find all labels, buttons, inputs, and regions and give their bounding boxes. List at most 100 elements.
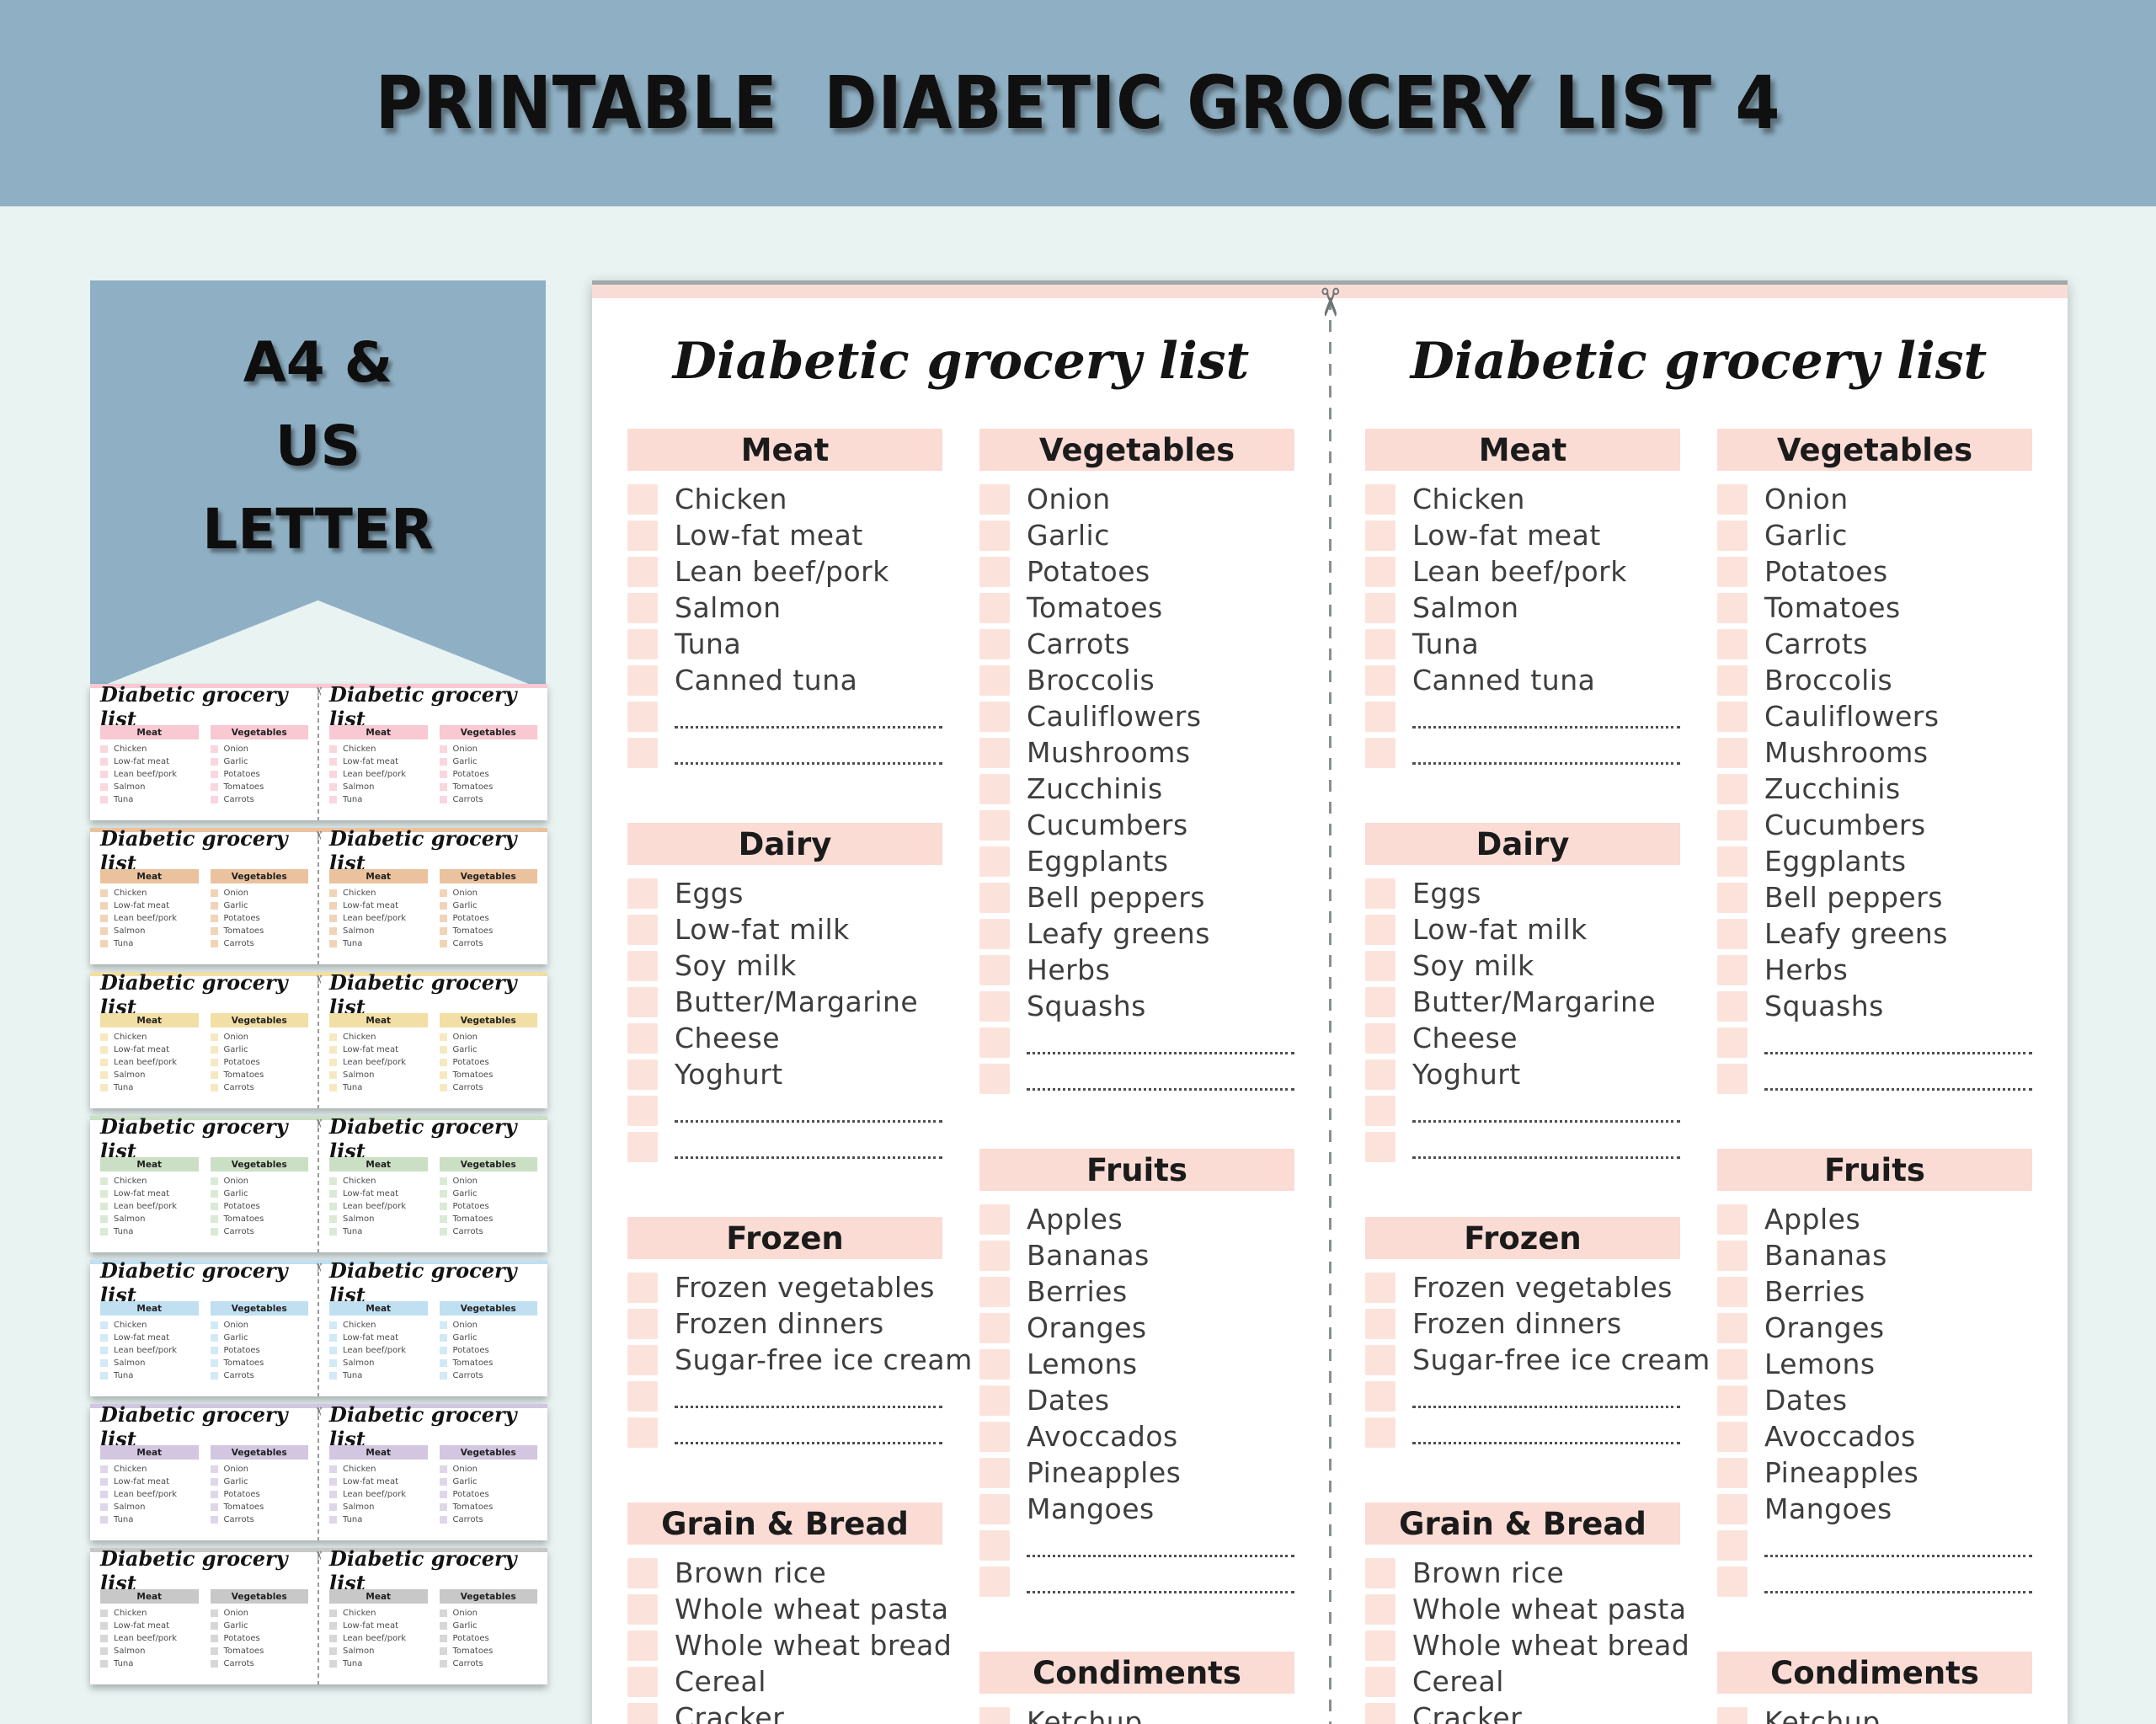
thumbnail-half: Diabetic grocery list Meat Vegetables Chick… [319,1404,547,1526]
thumbnail-column: Onion Garlic Potatoes Tomatoes Carrots [210,1175,309,1238]
item-checkbox [1717,556,1748,587]
thumbnail-section-header: Meat [329,1157,428,1172]
thumbnail-item-label: Lean beef/pork [114,1634,178,1643]
thumbnail-item: Carrots [210,937,309,950]
thumbnail-checkbox [439,783,447,791]
thumbnail-item: Potatoes [210,768,309,781]
list-item: Cheese [627,1020,942,1056]
thumbnail-checkbox [439,1321,447,1329]
item-checkbox [627,520,658,551]
thumbnail-checkbox [329,1372,337,1380]
item-checkbox [1717,1348,1748,1380]
thumbnail-item: Potatoes [439,1200,538,1213]
thumbnail-half: Diabetic grocery list Meat Vegetables Chick… [319,1548,547,1670]
thumbnail-item-label: Potatoes [452,1346,489,1355]
item-checkbox [1717,592,1748,623]
thumbnail-item: Lean beef/pork [329,912,428,925]
thumbnail-item-label: Carrots [223,1227,254,1236]
thumbnail-section-headers: Meat Vegetables [329,1589,537,1604]
thumbnail-item-label: Potatoes [452,1202,489,1211]
thumbnail-item-label: Garlic [223,1189,248,1198]
thumbnail-item-label: Chicken [343,1321,376,1330]
top-banner: PRINTABLE DIABETIC GROCERY LIST 4 [0,0,2156,206]
thumbnail-item: Chicken [329,1031,428,1043]
thumbnail-item: Salmon [329,925,428,937]
thumbnail-item: Lean beef/pork [329,1488,428,1501]
thumbnail-title: Diabetic grocery list [329,828,517,875]
item-label: Garlic [1764,519,1848,552]
thumbnail-item-label: Onion [223,889,248,898]
thumbnail-item-label: Garlic [223,757,248,766]
item-label: Yoghurt [1412,1058,1521,1091]
thumbnail-checkbox [210,940,218,947]
thumbnail-item: Salmon [100,1069,199,1081]
item-label: Pineapples [1027,1456,1182,1489]
list-item: Mushrooms [979,734,1294,771]
size-ribbon: A4 & US LETTER [90,280,546,691]
thumbnail-column: Chicken Low-fat meat Lean beef/pork Salmon T… [329,887,428,950]
item-checkbox [1717,1421,1748,1452]
thumbnail-item-label: Tuna [114,1227,134,1236]
list-item: Cucumbers [1717,807,2032,843]
item-label: Cheese [1412,1022,1518,1054]
item-label: Low-fat milk [1412,913,1588,946]
thumbnail-item-label: Potatoes [223,1058,260,1067]
item-label: Cereal [1412,1665,1504,1698]
section-header: Frozen [1365,1217,1680,1259]
thumbnail-checkbox [439,1503,447,1511]
thumbnail-checkbox [100,1660,108,1668]
thumbnail-item-label: Chicken [114,889,147,898]
blank-row [1717,1527,2032,1563]
thumbnail-checkbox [439,1059,447,1066]
thumbnail-checkbox [210,1609,218,1617]
thumbnail-checkbox [210,1046,218,1054]
thumbnail-checkbox [329,1215,337,1223]
item-label: Yoghurt [675,1058,783,1091]
item-label: Lemons [1027,1348,1138,1380]
thumbnail-item: Potatoes [439,1056,538,1069]
thumbnail-section-header: Meat [329,725,428,739]
thumbnail-item: Tuna [100,1513,199,1526]
item-checkbox [979,665,1010,696]
thumbnail-half: Diabetic grocery list Meat Vegetables Chick… [90,828,318,950]
thumbnail-item-label: Potatoes [452,770,489,779]
thumbnail-item: Lean beef/pork [100,1632,199,1645]
list-item: Cereal [627,1663,942,1700]
section-header: Grain & Bread [627,1502,942,1545]
thumbnail-checkbox [210,1635,218,1642]
thumbnail-item: Tomatoes [439,1213,538,1225]
item-label: Frozen vegetables [675,1271,935,1304]
thumbnail-checkbox [100,1203,108,1210]
item-label: Potatoes [1764,555,1888,588]
thumbnail-checkbox [210,1372,218,1380]
list-columns: Meat Chicken Low-fat meat Lean beef/pork Sal… [1330,424,2068,1724]
thumbnail-section-header: Vegetables [439,1301,537,1316]
thumbnail-checkbox [329,1228,337,1236]
thumbnail-checkbox [439,1647,447,1655]
thumbnail-item: Onion [439,1607,538,1620]
list-item: Leafy greens [1717,915,2032,952]
thumbnail-item: Carrots [439,1657,538,1670]
thumbnail-section-header: Vegetables [439,1589,537,1604]
list-item: Ketchup [1717,1704,2032,1724]
list-item: Lean beef/pork [1365,553,1680,590]
thumbnail-item: Tuna [329,1657,428,1670]
thumbnail-item: Garlic [439,1620,538,1632]
thumbnail-item: Carrots [210,1369,309,1382]
blank-row [1365,734,1680,771]
thumbnail-section-headers: Meat Vegetables [329,725,537,739]
item-checkbox [979,1063,1010,1094]
item-checkbox [1365,1344,1396,1375]
thumbnail-item-label: Chicken [114,1465,147,1474]
item-checkbox [1717,1457,1748,1488]
thumbnail-section-header: Vegetables [210,1157,308,1172]
thumbnail-checkbox [210,1059,218,1066]
thumbnail-item-label: Garlic [452,1045,478,1054]
thumbnail-checkbox [100,1321,108,1329]
list-item: Lemons [1717,1346,2032,1382]
thumbnail-item: Chicken [329,1607,428,1620]
section-header: Fruits [979,1149,1294,1191]
item-label: Squashs [1764,990,1884,1022]
list-item: Lemons [979,1346,1294,1382]
item-checkbox [1717,737,1748,768]
